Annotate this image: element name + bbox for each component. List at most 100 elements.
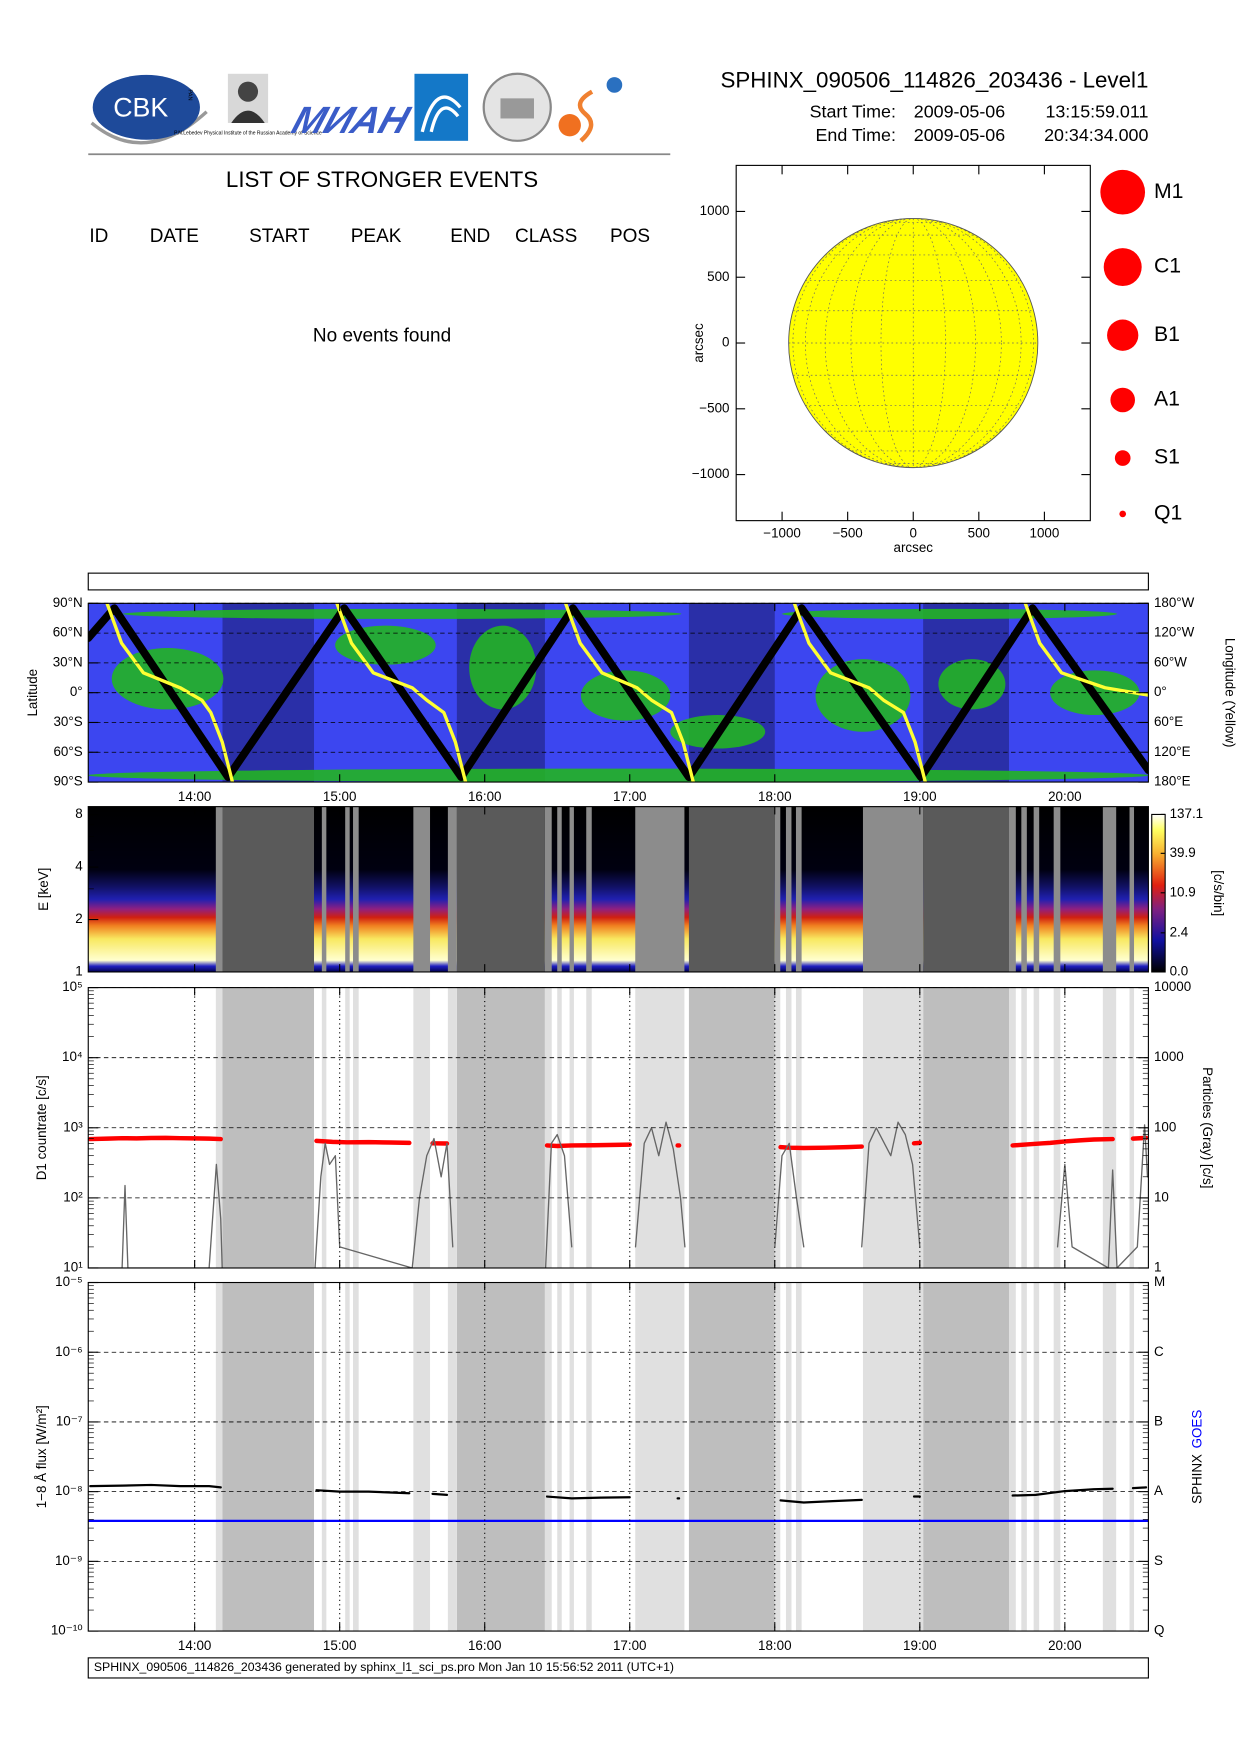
y2-tick-label: 180°W [1154,595,1195,610]
legend-label: S1 [1154,446,1180,469]
end-time: 20:34:34.000 [1044,125,1148,145]
legend-entry: SPHINX [1189,1454,1204,1504]
column-header: POS [610,226,650,247]
particle-band [353,806,359,972]
x-tick-label: 19:00 [903,1638,937,1653]
y2-tick-label: 60°E [1154,714,1183,729]
particle-band [785,1282,792,1632]
y-tick-label: 90°N [53,595,83,610]
particle-band [1021,1282,1027,1632]
axis-label: [c/s/bin] [1211,870,1226,916]
start-date: 2009-05-06 [914,102,1005,122]
data-line [88,604,1149,782]
data-line [88,1135,1149,1151]
y-tick-label: 10⁵ [62,979,82,994]
legend-label: A1 [1154,388,1180,411]
x-tick-label: 19:00 [903,789,937,804]
particle-band [1033,1282,1040,1632]
x-tick-label: 1000 [1030,526,1060,541]
particle-band [635,806,685,972]
y-tick-label: 60°N [53,625,83,640]
x-tick-label: 15:00 [323,1638,357,1653]
x-axis-label: arcsec [894,540,934,555]
particle-band [215,987,223,1268]
axis-label: D1 countrate [c/s] [34,1075,49,1180]
night-band [923,1282,1010,1632]
y-tick-label: 500 [707,269,729,284]
particle-band [321,806,327,972]
plot-frame [87,1281,1149,1632]
colorbar-label: 10.9 [1170,884,1196,899]
night-band [456,987,545,1268]
night-band [923,806,1010,972]
meridian [792,218,1034,468]
x-tick-label: 14:00 [178,789,212,804]
particle-band [215,806,223,972]
y-tick-label: −1000 [692,466,730,481]
legend-marker [1107,319,1139,351]
night-band [222,806,315,972]
particle-band [785,806,792,972]
y-tick-label: 30°N [53,654,83,669]
x-tick-label: 500 [968,526,990,541]
night-band [222,1282,315,1632]
map-region [111,647,224,710]
particle-band [447,806,457,972]
y2-tick-label: 120°E [1154,744,1191,759]
y-tick-label: 10⁻⁶ [55,1344,82,1359]
y2-tick-label: S [1154,1553,1163,1568]
particle-band [569,987,574,1268]
y-tick-label: 10¹ [63,1260,83,1275]
particle-band [413,1282,431,1632]
events-table: LIST OF STRONGER EVENTS No events found [226,167,538,346]
x-tick-label: −1000 [763,526,801,541]
particle-band [1053,1282,1061,1632]
particle-band [635,1282,685,1632]
particle-band [544,806,552,972]
particle-band [1102,806,1117,972]
series-legend: SPHINX GOES [1189,1410,1204,1504]
y-tick-label: 2 [75,911,82,926]
y-tick-label: −500 [699,400,729,415]
y-tick-label: 60°S [53,744,82,759]
particle-band [1009,806,1016,972]
particle-band [1102,1282,1117,1632]
logo-curve [420,95,462,133]
cbk-sub: PAN [186,89,192,100]
particle-band [795,987,802,1268]
x-tick-label: −500 [833,526,863,541]
colorbar-label: 137.1 [1170,806,1204,821]
particle-band [774,1282,781,1632]
particle-band [586,1282,592,1632]
y2-tick-label: 100 [1154,1119,1176,1134]
legend-label: C1 [1154,255,1181,278]
map-region [469,625,537,710]
particle-band [321,1282,327,1632]
y2-tick-label: A [1154,1483,1163,1498]
y-tick-label: 1 [75,964,82,979]
legend-marker [1100,169,1146,215]
particle-band [557,1282,562,1632]
particle-band [1053,987,1061,1268]
particle-band [1129,806,1135,972]
map-region [781,608,1118,619]
column-header: START [249,226,310,247]
status-box [87,572,1149,591]
plot-frame [87,806,1149,973]
y2-tick-label: Q [1154,1623,1164,1638]
particle-band [586,806,592,972]
x-tick-label: 18:00 [758,1638,792,1653]
legend-marker [1119,510,1127,518]
legend-label: B1 [1154,323,1180,346]
portrait-body [231,110,265,123]
particle-band [544,987,552,1268]
particle-band [544,1282,552,1632]
sun-logo [558,114,581,137]
report-title: SPHINX_090506_114826_203436 - Level1 [721,68,1149,93]
x-tick-label: 20:00 [1048,1638,1082,1653]
y-tick-label: 30°S [53,714,82,729]
y-tick-label: 10⁻⁵ [55,1274,83,1289]
particle-band [1009,1282,1016,1632]
column-header: CLASS [515,226,577,247]
portrait-head [237,81,259,102]
